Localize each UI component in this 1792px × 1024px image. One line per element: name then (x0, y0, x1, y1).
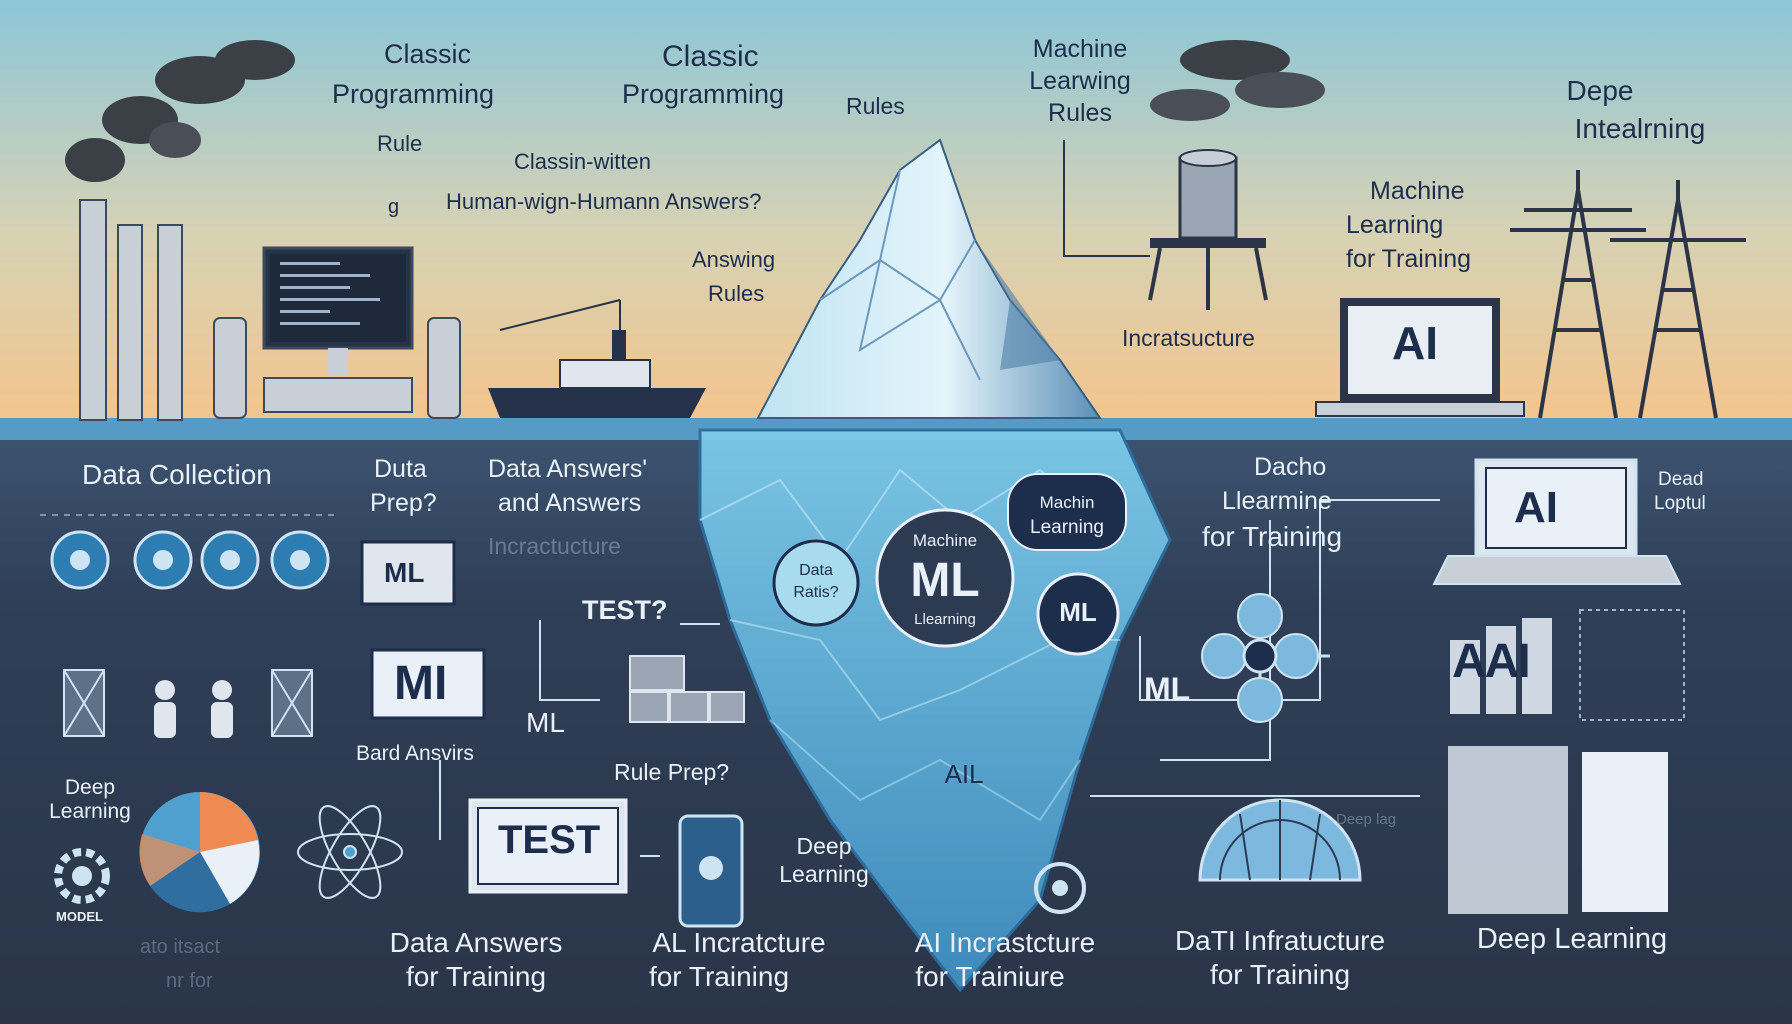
data-table-icon (1448, 609, 1685, 914)
ml-main-circle (875, 508, 1015, 648)
label-dead: Dead (1658, 469, 1704, 490)
label-data-collection: Data Collection (82, 459, 272, 490)
label-answing-rules: Rules (708, 281, 765, 306)
label-bottom-4b: for Training (1209, 959, 1351, 990)
dome-icon (1198, 798, 1362, 882)
label-answing: Answing (692, 247, 776, 272)
laptop-icon (1315, 298, 1525, 417)
desktop-computer-icon (213, 246, 461, 419)
label-test-box: TEST (498, 818, 601, 862)
label-bottom-1a: Data Answers (389, 927, 563, 958)
industrial-tank-icon (1063, 40, 1325, 310)
label-classic-2: Classic (662, 40, 759, 73)
label-and-answers: and Answers (498, 489, 642, 517)
pie-chart-icon (139, 792, 260, 913)
atom-icon (297, 805, 403, 899)
molecule-icon (1201, 593, 1330, 723)
label-intealrning: Intealrning (1574, 113, 1706, 144)
ml-small-circle (1036, 572, 1120, 656)
label-deep-faint: Deep lag (1336, 811, 1397, 828)
label-learning-top: Learning (1346, 211, 1444, 239)
label-bottom-3b: for Trainiure (915, 961, 1065, 992)
label-human-answers: Human-wign-Humann Answers? (446, 189, 762, 214)
label-classic-1: Classic (384, 39, 472, 69)
label-test-question: TEST? (582, 595, 668, 625)
label-for-training-top: for Training (1346, 245, 1472, 273)
label-machine-top: Machine (1370, 177, 1465, 205)
machin-learning-bubble (1007, 473, 1127, 551)
label-learning-iceberg: Learning (1030, 517, 1104, 538)
label-incractucture-faint: Incractucture (488, 533, 621, 559)
label-data-answers: Data Answers' (488, 455, 648, 483)
people-icons (63, 669, 313, 738)
label-rule: Rule (377, 131, 423, 156)
label-deep-left-2: Learning (49, 800, 131, 823)
label-bottom-3a: AI Incrastcture (914, 927, 1096, 958)
label-bottom-2a: AL Incratcture (652, 927, 826, 958)
label-llearning: Llearning (914, 611, 976, 628)
ai-monitor-icon (1432, 458, 1682, 585)
ship-icon (488, 299, 706, 418)
power-pylon-icon (1510, 170, 1746, 419)
label-duta: Duta (374, 455, 427, 483)
phone-icon (678, 814, 744, 928)
label-bard-answers: Bard Ansvirs (356, 742, 474, 765)
label-ml-box: ML (384, 557, 425, 588)
test-monitor-icon (468, 798, 628, 894)
label-programming-1: Programming (332, 79, 495, 109)
label-g-char: g (388, 196, 400, 218)
label-rules-right: Rules (846, 93, 905, 119)
label-ml-big: ML (910, 554, 980, 607)
label-deep-mid-1: Deep (796, 833, 852, 859)
label-ml-right: ML (1144, 671, 1191, 707)
label-data-ratis-1: Data (799, 562, 833, 579)
label-classin-witten: Classin-witten (514, 149, 651, 174)
aai-bars-icon (1450, 618, 1552, 714)
label-depe: Depe (1566, 75, 1634, 106)
dial-icon (1034, 862, 1086, 914)
data-ratis-circle (772, 539, 860, 627)
label-machine-iceberg: Machine (912, 531, 978, 550)
gear-icon (54, 848, 110, 904)
label-bottom-4a: DaTI Infratucture (1174, 925, 1386, 956)
label-deep-left-1: Deep (64, 776, 116, 799)
label-faint-2: nr for (166, 970, 213, 992)
label-laptop-ai: AI (1392, 317, 1438, 369)
label-faint-1: ato itsact (140, 936, 221, 958)
mi-box-frame (370, 648, 486, 720)
factory-icon (65, 40, 295, 421)
label-bottom-1b: for Training (405, 961, 547, 992)
label-dacho: Dacho (1254, 453, 1327, 481)
box-stack-icon (629, 655, 745, 723)
iceberg-tip (756, 138, 1102, 419)
label-ml-rules-1: Machine (1032, 35, 1128, 63)
label-infrastructure: Incratsucture (1122, 325, 1255, 351)
gear-row-icon (40, 514, 340, 590)
label-llearmine: Llearmine (1222, 487, 1332, 515)
label-for-training-right: for Training (1202, 521, 1343, 552)
label-aai: AAI (1452, 635, 1531, 688)
label-model: MODEL (56, 909, 103, 924)
label-bottom-5: Deep Learning (1476, 923, 1668, 955)
label-ail: AIL (944, 759, 984, 789)
label-deep-mid-2: Learning (779, 861, 869, 887)
label-ml-plain: ML (526, 707, 565, 738)
label-prep: Prep? (370, 489, 437, 517)
ml-box-frame (360, 540, 456, 606)
label-bottom-2b: for Training (648, 961, 790, 992)
label-loptul: Loptul (1654, 493, 1706, 514)
label-programming-2: Programming (622, 79, 785, 109)
label-data-ratis-2: Ratis? (793, 584, 839, 601)
label-monitor-ai: AI (1514, 483, 1558, 532)
label-ml-rules-3: Rules (1048, 99, 1112, 127)
iceberg-underwater (698, 428, 1172, 993)
label-machin: Machin (1039, 493, 1095, 512)
label-ml-circle: ML (1059, 597, 1097, 627)
label-ml-rules-2: Learwing (1029, 67, 1131, 95)
label-rule-prep: Rule Prep? (614, 759, 730, 785)
label-mi-box: MI (394, 657, 448, 710)
